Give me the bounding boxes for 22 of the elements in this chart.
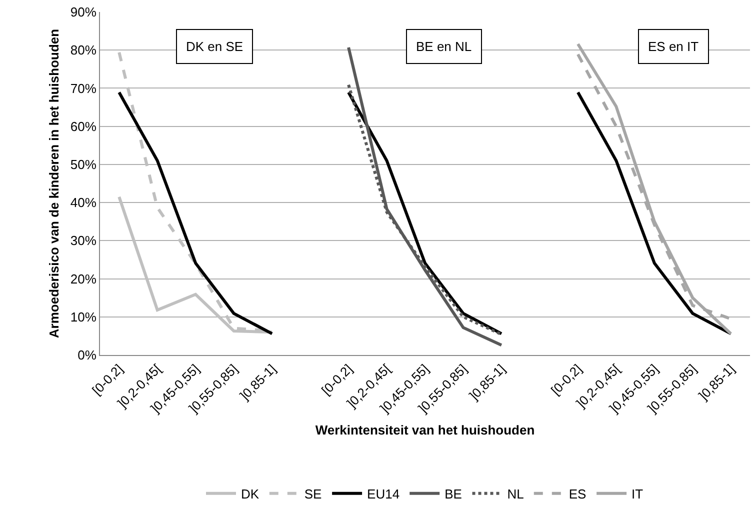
y-tick-label: 90% bbox=[70, 4, 97, 20]
y-tick-label: 30% bbox=[70, 233, 97, 248]
y-tick-label: 40% bbox=[70, 195, 97, 210]
legend-label: BE bbox=[444, 486, 462, 502]
y-tick-label: 80% bbox=[70, 42, 97, 58]
annotation: DK en SE bbox=[186, 39, 244, 54]
legend-label: EU14 bbox=[367, 486, 400, 502]
legend-label: ES bbox=[568, 486, 587, 502]
legend-label: SE bbox=[304, 486, 322, 502]
legend-label: NL bbox=[507, 486, 524, 502]
y-tick-label: 70% bbox=[70, 80, 97, 96]
legend-label: DK bbox=[241, 486, 260, 502]
y-tick-label: 20% bbox=[70, 271, 97, 286]
annotation: ES en IT bbox=[648, 39, 699, 54]
y-tick-label: 60% bbox=[70, 118, 97, 134]
x-axis-title: Werkintensiteit van het huishouden bbox=[315, 422, 535, 438]
y-axis-title: Armoederisico van de kinderen in het huishouden bbox=[46, 28, 62, 338]
y-tick-label: 0% bbox=[78, 348, 97, 363]
annotation: BE en NL bbox=[416, 39, 472, 54]
legend-label: IT bbox=[632, 486, 644, 502]
y-tick-label: 10% bbox=[70, 309, 97, 324]
y-tick-label: 50% bbox=[70, 156, 97, 172]
